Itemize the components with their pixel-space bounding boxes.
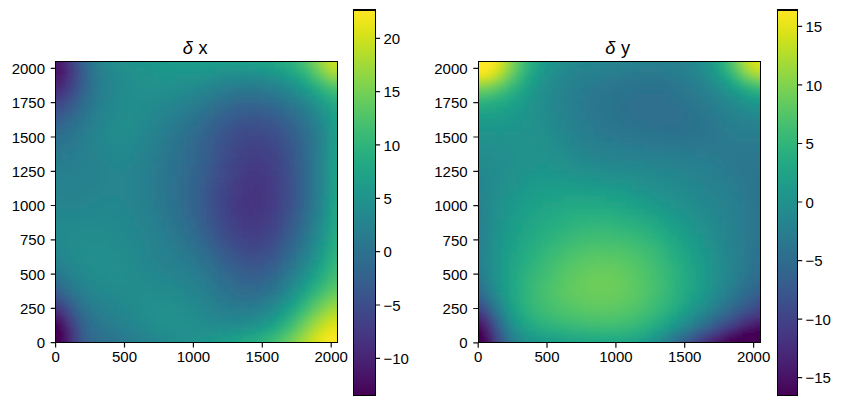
svg-text:0: 0: [383, 243, 391, 260]
svg-text:δ: δ: [605, 38, 616, 58]
svg-text:500: 500: [443, 266, 468, 283]
svg-text:0: 0: [806, 194, 814, 211]
svg-text:−10: −10: [806, 311, 831, 328]
svg-text:0: 0: [37, 334, 45, 351]
svg-text:1750: 1750: [434, 94, 467, 111]
svg-text:1500: 1500: [434, 129, 467, 146]
svg-text:2000: 2000: [434, 60, 467, 77]
svg-text:y: y: [621, 38, 631, 58]
svg-text:x: x: [198, 38, 207, 58]
svg-text:0: 0: [474, 348, 482, 365]
svg-text:10: 10: [383, 137, 400, 154]
svg-text:−15: −15: [806, 369, 831, 386]
svg-text:15: 15: [806, 18, 823, 35]
svg-text:5: 5: [806, 135, 814, 152]
svg-text:750: 750: [20, 231, 45, 248]
svg-text:2000: 2000: [737, 348, 770, 365]
svg-text:250: 250: [20, 300, 45, 317]
svg-text:2000: 2000: [12, 60, 45, 77]
svg-text:1250: 1250: [12, 163, 45, 180]
svg-text:5: 5: [383, 190, 391, 207]
svg-text:1000: 1000: [599, 348, 632, 365]
svg-text:0: 0: [459, 334, 467, 351]
svg-text:750: 750: [443, 232, 468, 249]
svg-text:1500: 1500: [12, 129, 45, 146]
svg-text:500: 500: [534, 348, 559, 365]
svg-text:1000: 1000: [434, 197, 467, 214]
svg-text:0: 0: [51, 348, 59, 365]
svg-text:500: 500: [20, 266, 45, 283]
svg-text:250: 250: [443, 300, 468, 317]
svg-text:10: 10: [806, 77, 823, 94]
svg-text:−10: −10: [383, 350, 408, 367]
svg-text:−5: −5: [383, 297, 400, 314]
svg-text:20: 20: [383, 30, 400, 47]
svg-text:1000: 1000: [12, 197, 45, 214]
svg-text:1250: 1250: [434, 163, 467, 180]
svg-text:1750: 1750: [12, 94, 45, 111]
svg-text:500: 500: [112, 348, 137, 365]
svg-text:1500: 1500: [246, 348, 279, 365]
svg-text:15: 15: [383, 83, 400, 100]
svg-text:1500: 1500: [668, 348, 701, 365]
svg-text:δ: δ: [183, 38, 194, 58]
svg-text:−5: −5: [806, 252, 823, 269]
svg-text:2000: 2000: [315, 348, 348, 365]
svg-text:1000: 1000: [177, 348, 210, 365]
